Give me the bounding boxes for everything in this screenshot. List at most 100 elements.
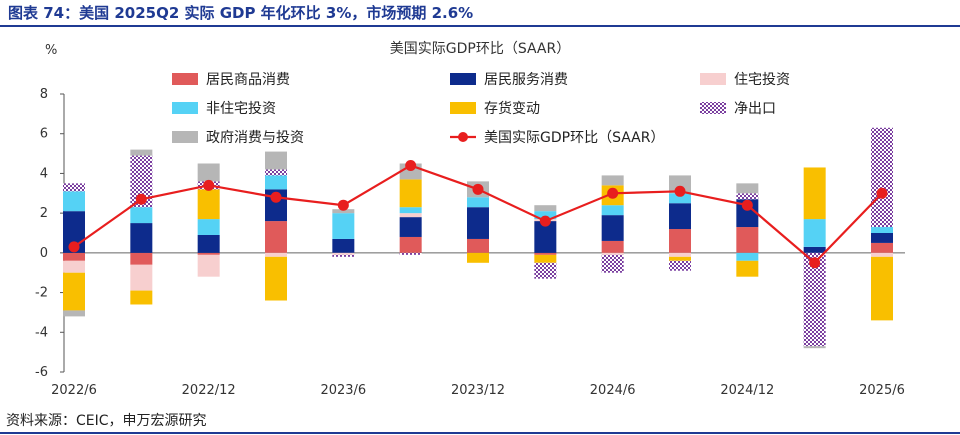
bar-segment-4-10 [736, 260, 759, 277]
bar-segment-1-9 [669, 203, 691, 230]
bar-segment-3-8 [601, 205, 624, 216]
bar-segment-3-4 [332, 213, 355, 239]
gdp-point-0 [68, 241, 80, 253]
bar-segment-0-3 [265, 221, 287, 253]
bar-segment-2-5 [399, 213, 422, 218]
stacked-bars [63, 127, 893, 349]
y-tick-label: 6 [40, 127, 48, 142]
bar-segment-3-1 [130, 207, 153, 224]
y-tick-label: 8 [40, 87, 48, 102]
bar-segment-5-5 [399, 252, 422, 255]
legend-label-5: 净出口 [734, 101, 776, 117]
bar-segment-4-12 [871, 256, 893, 321]
bar-segment-4-3 [265, 256, 287, 301]
bar-segment-3-6 [467, 197, 489, 208]
bar-segment-1-7 [534, 221, 557, 253]
gdp-point-9 [674, 185, 686, 197]
bar-segment-2-2 [197, 254, 220, 277]
legend-label-3: 非住宅投资 [206, 101, 276, 117]
y-tick-label: -4 [35, 325, 48, 340]
bar-segment-1-8 [601, 215, 624, 241]
legend-label-4: 存货变动 [484, 100, 540, 117]
bar-segment-3-2 [197, 219, 220, 235]
bar-segment-5-9 [669, 260, 691, 271]
x-axis: 2022/6 2022/12 2023/6 2023/12 2024/6 2024/12 2… [51, 252, 905, 398]
legend-label-6: 政府消费与投资 [206, 130, 304, 146]
bottom-rule [0, 432, 960, 434]
x-tick-label: 2023/12 [451, 383, 505, 398]
bar-segment-1-12 [871, 233, 893, 243]
bar-segment-5-10 [736, 193, 759, 200]
legend-label-gdp: 美国实际GDP环比（SAAR） [484, 130, 665, 146]
bar-segment-2-12 [871, 252, 893, 257]
bar-segment-5-11 [803, 252, 826, 347]
bar-segment-4-6 [467, 252, 489, 263]
y-tick-label: 4 [40, 166, 48, 181]
bar-segment-1-4 [332, 238, 355, 253]
bar-segment-2-1 [130, 264, 153, 291]
bar-segment-5-1 [130, 155, 153, 208]
bar-segment-6-9 [669, 175, 691, 194]
bar-segment-1-1 [130, 223, 153, 253]
bar-segment-0-10 [736, 227, 759, 253]
bar-segment-5-12 [871, 127, 893, 228]
legend-line-marker [458, 132, 468, 142]
bar-segment-6-11 [803, 346, 826, 349]
legend-label-1: 居民服务消费 [484, 72, 568, 88]
bar-segment-2-8 [601, 252, 624, 255]
bar-segment-1-10 [736, 199, 759, 228]
gdp-point-12 [876, 187, 888, 199]
bar-segment-4-5 [399, 179, 422, 208]
legend-swatch-1 [450, 73, 476, 85]
bar-segment-6-10 [736, 183, 759, 194]
bar-segment-3-0 [63, 191, 85, 212]
legend-swatch-3 [172, 102, 198, 114]
bar-segment-6-0 [63, 310, 85, 317]
x-tick-label: 2025/6 [859, 383, 905, 398]
bar-segment-4-1 [130, 290, 153, 305]
gdp-point-4 [337, 199, 349, 211]
bar-segment-3-3 [265, 175, 287, 190]
bar-segment-0-9 [669, 229, 691, 253]
bar-segment-0-5 [399, 236, 422, 253]
bar-segment-0-6 [467, 238, 489, 253]
bar-segment-5-3 [265, 169, 287, 176]
bar-segment-1-6 [467, 207, 489, 239]
x-tick-label: 2024/12 [720, 383, 774, 398]
x-tick-label: 2024/6 [590, 383, 636, 398]
bar-segment-3-7 [534, 211, 557, 220]
bar-segment-5-0 [63, 183, 85, 192]
bar-segment-3-5 [399, 207, 422, 214]
bar-segment-6-3 [265, 151, 287, 170]
bar-segment-1-2 [197, 234, 220, 253]
bar-segment-3-9 [669, 193, 691, 204]
legend-swatch-0 [172, 73, 198, 85]
source-note: 资料来源：CEIC，申万宏源研究 [6, 413, 207, 429]
gdp-point-1 [135, 193, 147, 205]
bar-segment-1-5 [399, 217, 422, 237]
gdp-point-6 [472, 183, 484, 195]
bar-segment-2-4 [332, 252, 355, 255]
legend-swatch-5 [700, 102, 726, 114]
gdp-point-11 [809, 257, 821, 269]
bar-segment-6-8 [601, 175, 624, 186]
gdp-point-8 [607, 187, 619, 199]
legend-swatch-4 [450, 102, 476, 114]
bar-segment-4-9 [669, 256, 691, 261]
bar-segment-3-10 [736, 252, 759, 261]
gdp-line-series [68, 159, 888, 269]
bar-segment-4-7 [534, 254, 557, 263]
bar-segment-4-2 [197, 189, 220, 220]
figure-title: 图表 74：美国 2025Q2 实际 GDP 年化环比 3%，市场预期 2.6% [8, 4, 474, 22]
bar-segment-5-7 [534, 262, 557, 279]
legend-label-2: 住宅投资 [734, 72, 790, 88]
y-tick-label: -6 [35, 365, 48, 380]
y-tick-label: 0 [40, 246, 48, 261]
bar-segment-4-0 [63, 272, 85, 311]
gdp-point-10 [741, 199, 753, 211]
bar-segment-6-2 [197, 163, 220, 182]
y-axis-unit: % [45, 43, 57, 58]
bar-segment-2-9 [669, 252, 691, 257]
bar-segment-0-1 [130, 252, 153, 265]
